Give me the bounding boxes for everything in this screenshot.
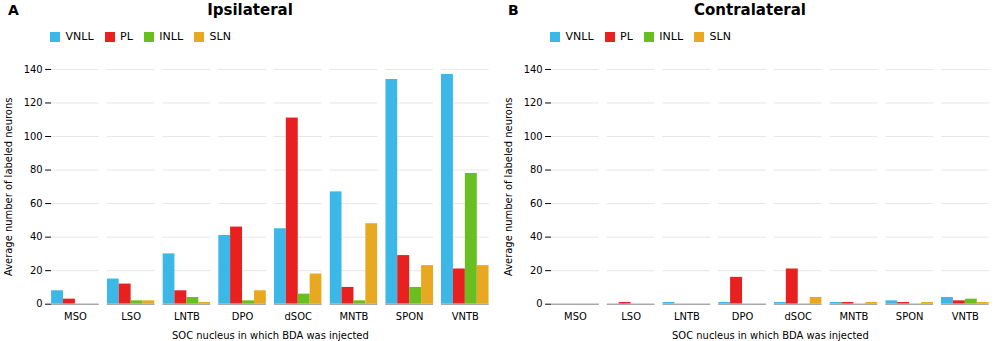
html-text:VNLL: VNLL: [565, 30, 594, 43]
svg-text:SOC nucleus in which BDA was i: SOC nucleus in which BDA was injected: [172, 330, 369, 341]
svg-text:100: 100: [524, 130, 543, 141]
svg-text:LSO: LSO: [621, 311, 641, 322]
svg-text:VNTB: VNTB: [452, 311, 479, 322]
svg-text:DPO: DPO: [732, 311, 754, 322]
html-text:B: B: [508, 2, 519, 18]
svg-text:140: 140: [524, 63, 543, 74]
svg-text:Average number of labeled neur: Average number of labeled neurons: [3, 97, 14, 275]
svg-text:20: 20: [30, 264, 43, 275]
html-text:A: A: [8, 2, 19, 18]
html-text:VNLL: VNLL: [65, 30, 94, 43]
svg-text:120: 120: [24, 97, 43, 108]
html-text:SLN: SLN: [709, 30, 731, 43]
svg-text:dSOC: dSOC: [285, 311, 312, 322]
svg-text:100: 100: [24, 130, 43, 141]
svg-text:DPO: DPO: [232, 311, 254, 322]
svg-text:40: 40: [530, 231, 543, 242]
svg-text:LSO: LSO: [121, 311, 141, 322]
svg-text:40: 40: [30, 231, 43, 242]
svg-text:SPON: SPON: [896, 311, 924, 322]
html-text:PL: PL: [120, 30, 133, 43]
svg-text:80: 80: [530, 164, 543, 175]
svg-text:SOC nucleus in which BDA was i: SOC nucleus in which BDA was injected: [672, 330, 869, 341]
svg-text:MNTB: MNTB: [839, 311, 868, 322]
html-text:Contralateral: Contralateral: [694, 1, 806, 19]
html-text:PL: PL: [620, 30, 633, 43]
svg-text:SPON: SPON: [396, 311, 424, 322]
svg-text:60: 60: [530, 197, 543, 208]
svg-text:LNTB: LNTB: [674, 311, 700, 322]
svg-text:VNTB: VNTB: [952, 311, 979, 322]
svg-text:Average number of labeled neur: Average number of labeled neurons: [503, 97, 514, 275]
svg-text:20: 20: [530, 264, 543, 275]
svg-text:0: 0: [36, 298, 42, 309]
svg-text:dSOC: dSOC: [785, 311, 812, 322]
html-text:Ipsilateral: Ipsilateral: [207, 1, 293, 19]
svg-text:LNTB: LNTB: [174, 311, 200, 322]
svg-text:80: 80: [30, 164, 43, 175]
html-text:INLL: INLL: [659, 30, 683, 43]
svg-text:MNTB: MNTB: [339, 311, 368, 322]
svg-text:MSO: MSO: [64, 311, 87, 322]
html-text:SLN: SLN: [209, 30, 231, 43]
svg-text:120: 120: [524, 97, 543, 108]
html-text:INLL: INLL: [159, 30, 183, 43]
svg-text:0: 0: [536, 298, 542, 309]
svg-text:60: 60: [30, 197, 43, 208]
svg-text:140: 140: [24, 63, 43, 74]
svg-text:MSO: MSO: [564, 311, 587, 322]
